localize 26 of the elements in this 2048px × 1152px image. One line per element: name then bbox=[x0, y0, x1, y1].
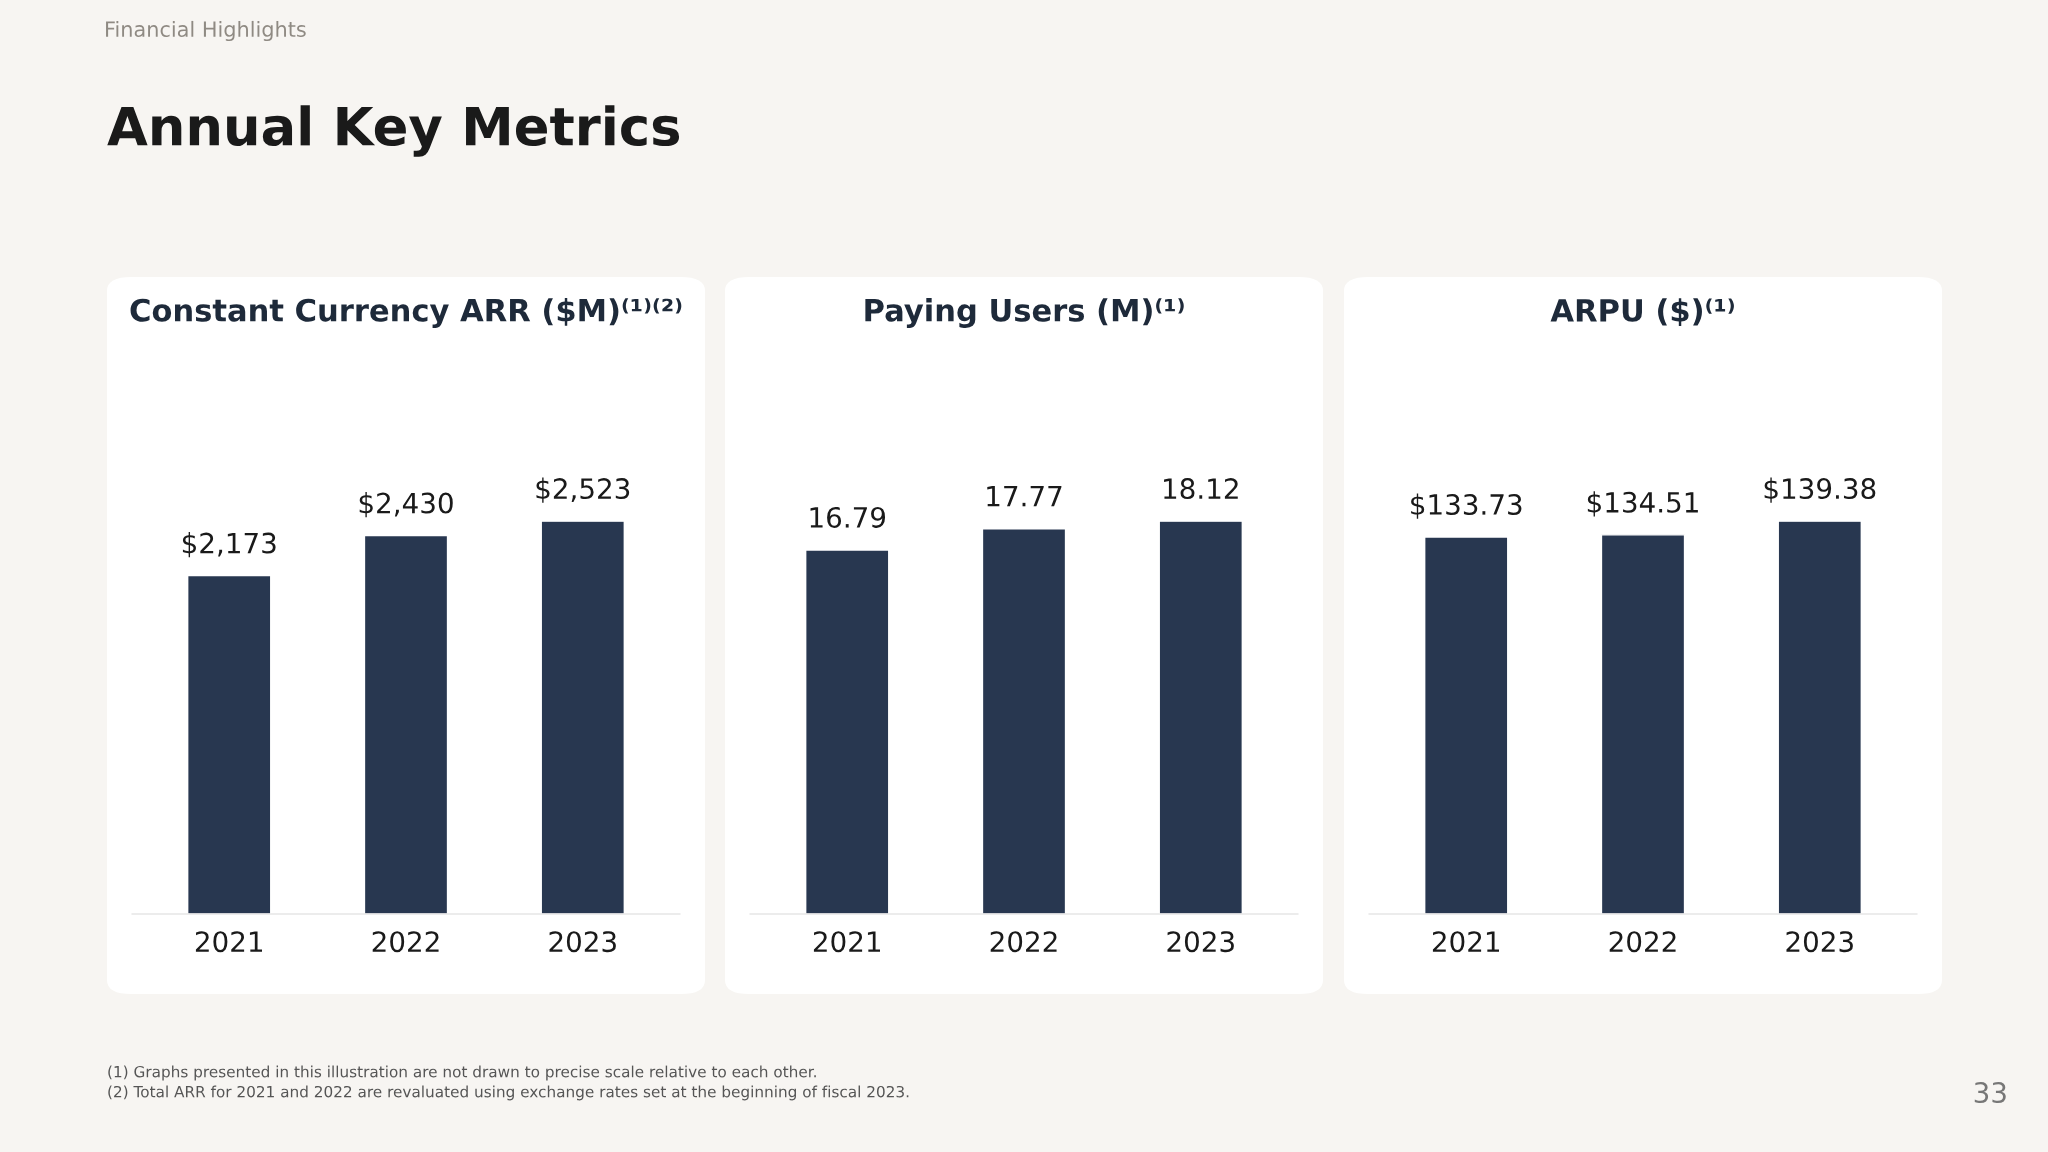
data-label: $139.38 bbox=[1764, 477, 1876, 503]
text: 33 bbox=[1974, 1082, 2006, 1104]
x-tick-label: 2022 bbox=[1609, 931, 1676, 953]
data-label: $2,430 bbox=[359, 492, 453, 518]
data-label: $2,173 bbox=[182, 532, 276, 558]
x-tick-label: 2021 bbox=[813, 931, 881, 953]
x-tick-label: 2022 bbox=[372, 931, 439, 953]
chart-title: Constant Currency ARR ($M)⁽¹⁾⁽²⁾ bbox=[130, 298, 682, 328]
text: (1) Graphs presented in this illustration are not drawn to precise scale relative to each other. bbox=[108, 1065, 816, 1081]
x-tick-label: 2023 bbox=[1167, 931, 1234, 953]
x-tick-label: 2023 bbox=[549, 931, 616, 953]
data-label: $2,523 bbox=[536, 477, 630, 503]
text: Financial Highlights bbox=[106, 20, 306, 42]
x-tick-label: 2021 bbox=[195, 931, 263, 953]
x-tick-label: 2022 bbox=[990, 931, 1057, 953]
x-tick-label: 2023 bbox=[1786, 931, 1853, 953]
chart-title: Paying Users (M)⁽¹⁾ bbox=[865, 298, 1184, 328]
data-label: 16.79 bbox=[810, 506, 886, 528]
data-label: $133.73 bbox=[1411, 493, 1522, 519]
data-label: 18.12 bbox=[1164, 478, 1238, 500]
data-label: 17.77 bbox=[987, 486, 1062, 507]
data-label: $134.51 bbox=[1587, 491, 1698, 517]
chart-title: ARPU ($)⁽¹⁾ bbox=[1550, 298, 1734, 326]
text: (2) Total ARR for 2021 and 2022 are revaluated using exchange rates set at the beginning of fiscal 2023. bbox=[108, 1085, 909, 1101]
text: Annual Key Metrics bbox=[107, 105, 680, 157]
x-tick-label: 2021 bbox=[1432, 931, 1500, 953]
